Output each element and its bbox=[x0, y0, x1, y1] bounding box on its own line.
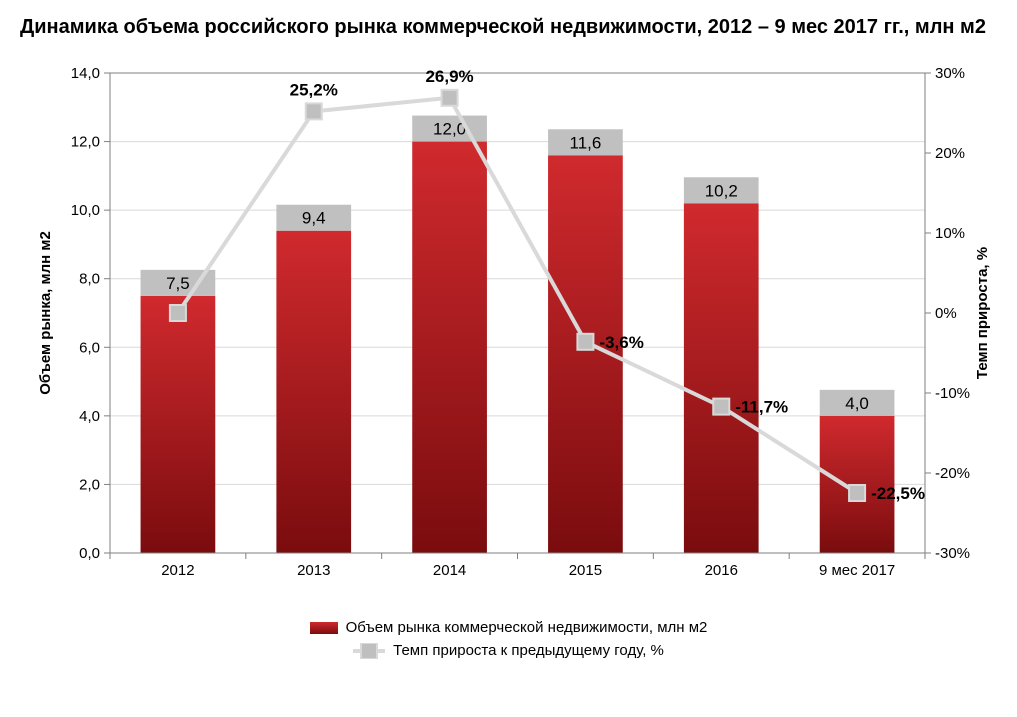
svg-text:-20%: -20% bbox=[935, 465, 970, 482]
svg-text:-3,6%: -3,6% bbox=[599, 333, 643, 352]
svg-text:2015: 2015 bbox=[569, 562, 602, 579]
svg-text:-11,7%: -11,7% bbox=[735, 398, 788, 417]
svg-text:2,0: 2,0 bbox=[79, 476, 100, 493]
svg-text:Объем рынка, млн м2: Объем рынка, млн м2 bbox=[37, 231, 54, 395]
svg-text:10,2: 10,2 bbox=[705, 181, 738, 200]
svg-text:4,0: 4,0 bbox=[845, 394, 869, 413]
svg-text:8,0: 8,0 bbox=[79, 271, 100, 288]
svg-text:7,5: 7,5 bbox=[166, 274, 190, 293]
svg-text:9 мес 2017: 9 мес 2017 bbox=[819, 562, 895, 579]
svg-text:10%: 10% bbox=[935, 225, 965, 242]
svg-text:20%: 20% bbox=[935, 145, 965, 162]
combo-chart: 0,0 2,0 4,0 6,0 8,0 10,0 12,0 14,0 -30% -20% -10% 0… bbox=[20, 53, 997, 613]
legend-label-bars: Объем рынка коммерческой недвижимости, м… bbox=[346, 619, 708, 636]
svg-text:Темп прироста, %: Темп прироста, % bbox=[974, 247, 991, 379]
svg-text:2012: 2012 bbox=[161, 562, 194, 579]
svg-text:30%: 30% bbox=[935, 65, 965, 82]
legend-row-line: Темп прироста к предыдущему году, % bbox=[353, 642, 664, 659]
svg-text:2014: 2014 bbox=[433, 562, 466, 579]
svg-text:14,0: 14,0 bbox=[71, 65, 100, 82]
svg-text:26,9%: 26,9% bbox=[425, 67, 473, 86]
svg-text:11,6: 11,6 bbox=[570, 133, 602, 152]
svg-text:-22,5%: -22,5% bbox=[871, 484, 925, 503]
svg-text:10,0: 10,0 bbox=[71, 202, 100, 219]
svg-text:25,2%: 25,2% bbox=[290, 80, 338, 99]
svg-text:0%: 0% bbox=[935, 305, 957, 322]
svg-text:2016: 2016 bbox=[705, 562, 738, 579]
svg-text:0,0: 0,0 bbox=[79, 545, 100, 562]
chart-title: Динамика объема российского рынка коммер… bbox=[20, 14, 997, 41]
legend-swatch-bar bbox=[310, 622, 338, 634]
svg-text:4,0: 4,0 bbox=[79, 408, 100, 425]
svg-text:9,4: 9,4 bbox=[302, 209, 326, 228]
legend-label-line: Темп прироста к предыдущему году, % bbox=[393, 642, 664, 659]
svg-text:2013: 2013 bbox=[297, 562, 330, 579]
legend-swatch-line bbox=[353, 643, 385, 659]
svg-text:-30%: -30% bbox=[935, 545, 970, 562]
legend: Объем рынка коммерческой недвижимости, м… bbox=[20, 619, 997, 659]
svg-text:6,0: 6,0 bbox=[79, 339, 100, 356]
svg-text:12,0: 12,0 bbox=[71, 134, 100, 151]
svg-text:-10%: -10% bbox=[935, 385, 970, 402]
legend-row-bars: Объем рынка коммерческой недвижимости, м… bbox=[310, 619, 708, 636]
